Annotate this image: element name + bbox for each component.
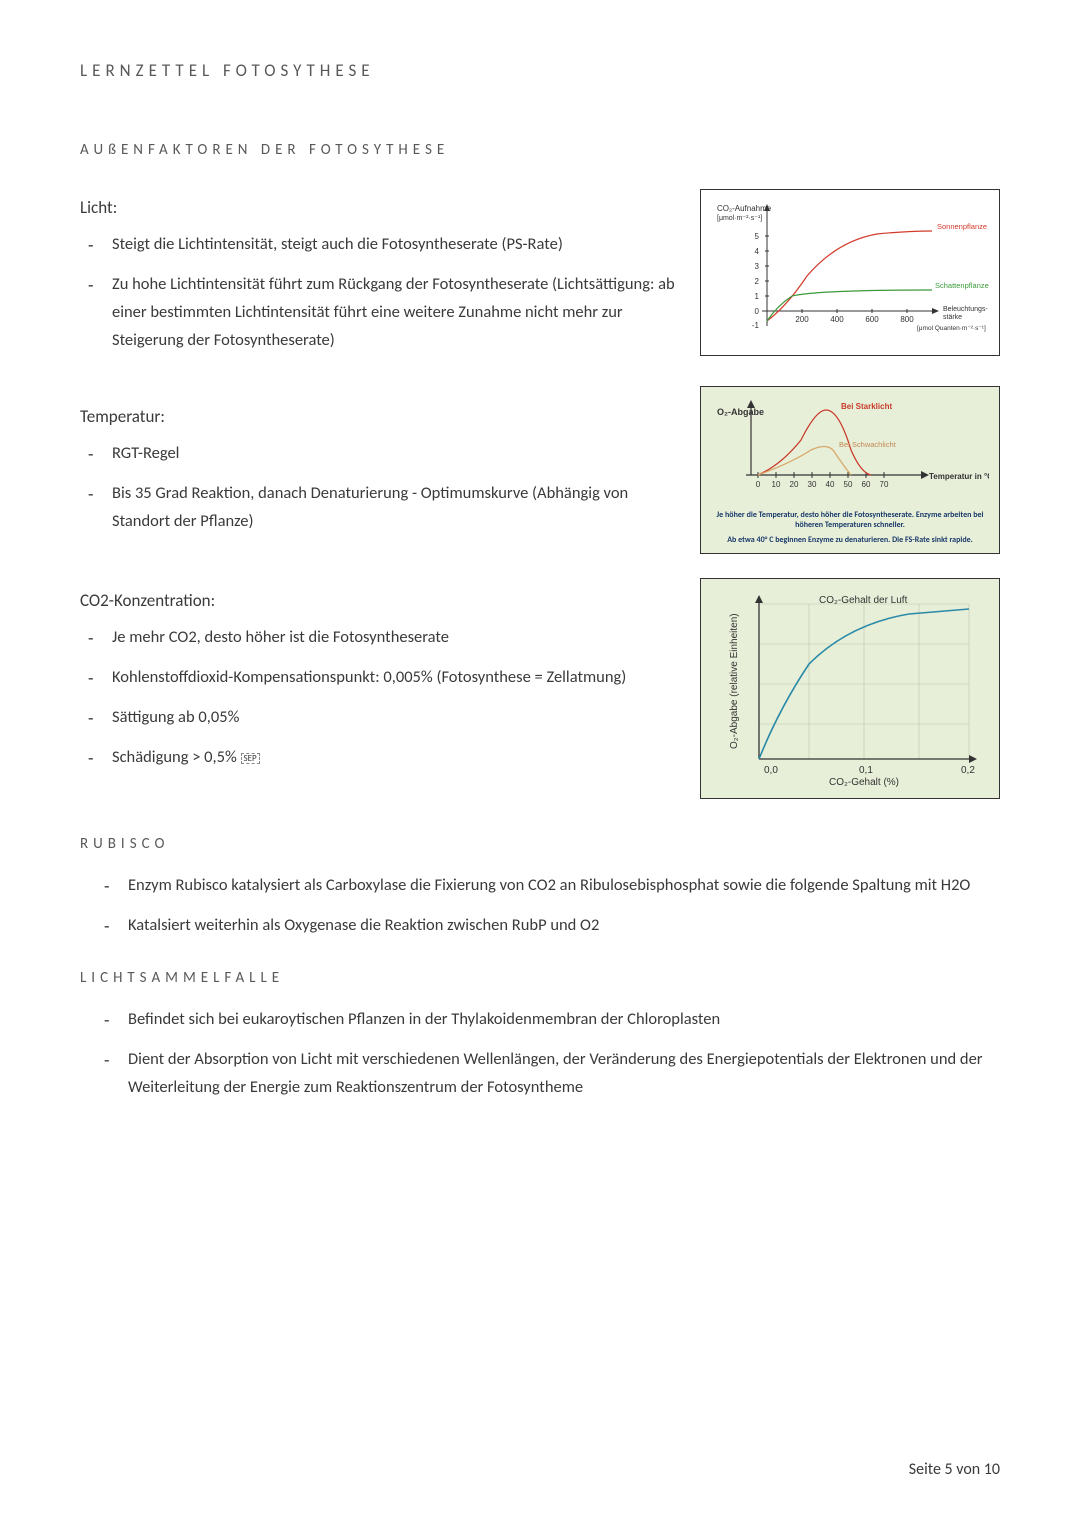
- page-footer: Seite 5 von 10: [909, 1460, 1000, 1479]
- svg-text:5: 5: [755, 232, 760, 241]
- chart1-series1-label: Sonnenpflanze: [937, 222, 987, 231]
- temp-head: Temperatur:: [80, 406, 676, 427]
- svg-text:Bei Schwachlicht: Bei Schwachlicht: [839, 440, 897, 449]
- rubisco-bullet-1: Enzym Rubisco katalysiert als Carboxylas…: [80, 871, 1000, 899]
- svg-text:2: 2: [755, 277, 760, 286]
- chart3-ylabel: O₂-Abgabe (relative Einheiten): [729, 614, 740, 750]
- svg-text:3: 3: [755, 262, 760, 271]
- section-lichtsammelfalle-title: LICHTSAMMELFALLE: [80, 969, 1000, 987]
- svg-text:0,1: 0,1: [859, 765, 873, 776]
- svg-text:20: 20: [790, 480, 799, 489]
- svg-text:50: 50: [844, 480, 853, 489]
- svg-text:Temperatur in °C: Temperatur in °C: [929, 472, 989, 481]
- svg-text:4: 4: [755, 247, 760, 256]
- chart2-caption2: Ab etwa 40° C beginnen Enzyme zu denatur…: [711, 535, 989, 545]
- chart-co2: CO₂-Gehalt der Luft O₂-Abgabe (relative …: [700, 578, 1000, 799]
- svg-text:0: 0: [755, 307, 760, 316]
- chart3-xlabel: CO₂-Gehalt (%): [829, 777, 899, 788]
- co2-bullet-2: Kohlenstoffdioxid-Kompensationspunkt: 0,…: [80, 663, 676, 691]
- temp-bullet-2: Bis 35 Grad Reaktion, danach Denaturieru…: [80, 479, 676, 535]
- svg-text:-1: -1: [752, 321, 760, 330]
- svg-text:0: 0: [756, 480, 761, 489]
- chart1-ylabel: CO₂-Aufnahme: [717, 204, 772, 213]
- co2-bullet-1: Je mehr CO2, desto höher ist die Fotosyn…: [80, 623, 676, 651]
- co2-bullet-3: Sättigung ab 0,05%: [80, 703, 676, 731]
- co2-b4-text: Schädigung > 0,5%: [112, 747, 241, 767]
- rubisco-bullet-2: Katalsiert weiterhin als Oxygenase die R…: [80, 911, 1000, 939]
- sep-placeholder-icon: SEP: [241, 753, 260, 764]
- licht-row: Licht: Steigt die Lichtintensität, steig…: [80, 177, 1000, 366]
- temp-row: Temperatur: RGT-Regel Bis 35 Grad Reakti…: [80, 386, 1000, 554]
- svg-text:60: 60: [862, 480, 871, 489]
- lsf-bullet-2: Dient der Absorption von Licht mit versc…: [80, 1045, 1000, 1101]
- licht-bullet-1: Steigt die Lichtintensität, steigt auch …: [80, 230, 676, 258]
- temp-bullet-1: RGT-Regel: [80, 439, 676, 467]
- licht-bullet-2: Zu hohe Lichtintensität führt zum Rückga…: [80, 270, 676, 354]
- svg-text:[μmol Quanten·m⁻²·s⁻¹]: [μmol Quanten·m⁻²·s⁻¹]: [917, 325, 986, 332]
- co2-row: CO2-Konzentration: Je mehr CO2, desto hö…: [80, 570, 1000, 799]
- svg-text:70: 70: [880, 480, 889, 489]
- svg-text:0,2: 0,2: [961, 765, 975, 776]
- svg-text:1: 1: [755, 292, 760, 301]
- svg-text:40: 40: [826, 480, 835, 489]
- page-header: LERNZETTEL FOTOSYTHESE: [80, 60, 1000, 81]
- section-aussenfaktoren-title: AUßENFAKTOREN DER FOTOSYTHESE: [80, 141, 1000, 159]
- svg-text:[μmol·m⁻²·s⁻¹]: [μmol·m⁻²·s⁻¹]: [717, 215, 762, 222]
- chart1-series2-label: Schattenpflanze: [935, 281, 989, 290]
- co2-head: CO2-Konzentration:: [80, 590, 676, 611]
- svg-text:30: 30: [808, 480, 817, 489]
- chart3-title: CO₂-Gehalt der Luft: [819, 595, 908, 606]
- chart-temperature: 0 10 20 30 40 50 60 70: [700, 386, 1000, 554]
- svg-text:600: 600: [865, 315, 879, 324]
- svg-text:400: 400: [830, 315, 844, 324]
- svg-text:stärke: stärke: [943, 314, 962, 321]
- svg-text:Bei Starklicht: Bei Starklicht: [841, 402, 892, 411]
- chart2-caption1: Je höher die Temperatur, desto höher die…: [711, 510, 989, 530]
- chart-light-intensity: -1 0 1 2 3 4 5 200 400 600: [700, 189, 1000, 356]
- svg-text:800: 800: [900, 315, 914, 324]
- co2-bullet-4: Schädigung > 0,5% SEP: [80, 743, 676, 771]
- section-rubisco-title: RUBISCO: [80, 835, 1000, 853]
- svg-text:200: 200: [795, 315, 809, 324]
- svg-text:Beleuchtungs-: Beleuchtungs-: [943, 306, 988, 313]
- licht-head: Licht:: [80, 197, 676, 218]
- svg-text:0,0: 0,0: [764, 765, 778, 776]
- svg-text:O₂-Abgabe: O₂-Abgabe: [717, 407, 764, 417]
- lsf-bullet-1: Befindet sich bei eukaroytischen Pflanze…: [80, 1005, 1000, 1033]
- svg-text:10: 10: [772, 480, 781, 489]
